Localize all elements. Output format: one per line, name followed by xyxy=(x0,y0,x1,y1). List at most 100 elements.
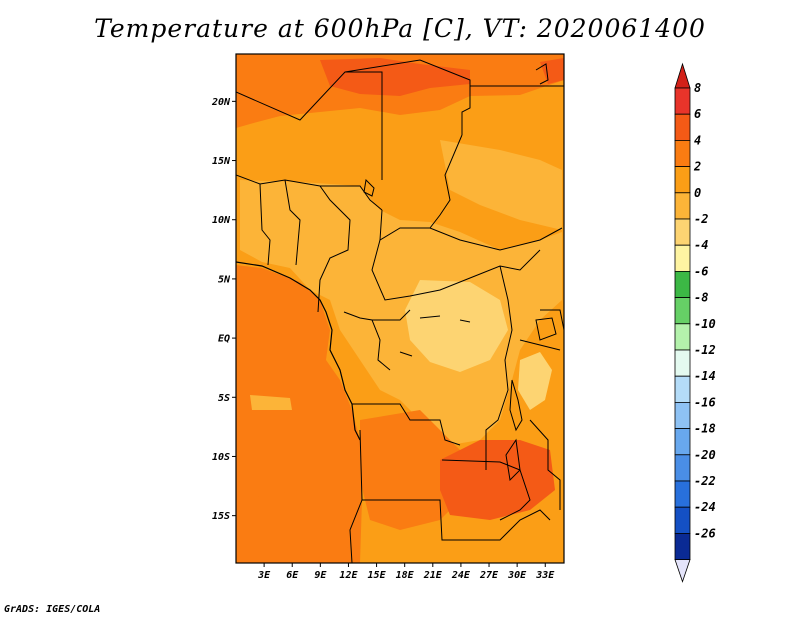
border-uganda xyxy=(540,309,564,331)
lake-victoria xyxy=(535,317,557,341)
border-zimbabwe xyxy=(470,509,551,541)
field-lake-pale xyxy=(518,352,552,410)
map-title: Temperature at 600hPa [C], VT: 202006140… xyxy=(94,14,706,43)
lon-tick-label: 21E xyxy=(423,570,443,581)
colorbar-label: -14 xyxy=(694,369,716,383)
border-zambia xyxy=(441,459,531,521)
border-chad-sudan xyxy=(429,134,463,229)
colorbar-label: -18 xyxy=(694,422,716,436)
coastline-west xyxy=(236,261,361,441)
colorbar-label: 6 xyxy=(694,107,701,121)
lat-tick-label: EQ xyxy=(218,334,230,345)
border-west-2 xyxy=(284,179,301,266)
colorbar-swatch xyxy=(674,428,691,456)
colorbar-swatch xyxy=(674,375,691,403)
colorbar-under-arrow xyxy=(674,559,691,583)
contour-field xyxy=(236,54,564,563)
lon-tick-label: 9E xyxy=(314,570,327,581)
longitude-axis: 3E 6E 9E 12E 15E 18E 21E 24E 27E 30E 33E xyxy=(257,563,555,581)
lat-tick-label: 20N xyxy=(211,97,231,108)
lat-tick-label: 10N xyxy=(212,215,231,226)
colorbar-over-arrow xyxy=(674,62,691,89)
lon-tick-label: 33E xyxy=(535,570,555,581)
lat-tick-label: 15N xyxy=(212,156,231,167)
colorbar-swatch xyxy=(674,113,691,141)
colorbar: 8 6 4 2 0 -2 -4 -6 -8 -10 -12 -14 -16 -18 -20 -22 -24 -26 xyxy=(674,62,716,583)
colorbar-swatch xyxy=(674,454,691,482)
lon-tick-label: 18E xyxy=(396,570,415,581)
field-north-east-light xyxy=(440,140,562,230)
boundaries xyxy=(236,59,564,563)
colorbar-swatch xyxy=(674,166,691,194)
colorbar-label: -16 xyxy=(694,395,716,409)
colorbar-label: 2 xyxy=(693,160,701,174)
border-congo-drc xyxy=(372,309,411,321)
colorbar-swatch xyxy=(674,533,691,561)
colorbar-swatch xyxy=(674,349,691,377)
border-drc-east xyxy=(485,265,513,470)
colorbar-swatch xyxy=(674,139,691,167)
colorbar-label: 0 xyxy=(694,186,701,200)
colorbar-swatch xyxy=(674,244,691,272)
field-patch-sw xyxy=(250,395,292,410)
lat-tick-label: 5S xyxy=(218,393,230,404)
border-malawi-moz xyxy=(529,419,561,510)
lon-tick-label: 12E xyxy=(339,570,358,581)
colorbar-swatch xyxy=(674,87,691,115)
border-kenya-tz xyxy=(519,339,561,351)
colorbar-label: -2 xyxy=(694,212,708,226)
colorbar-swatch xyxy=(674,480,691,508)
map-frame xyxy=(235,53,565,564)
coast-red-sea xyxy=(535,63,549,85)
lon-tick-label: 30E xyxy=(507,570,527,581)
colorbar-label: -10 xyxy=(694,317,716,331)
border-car-south xyxy=(371,239,541,301)
border-libya xyxy=(344,59,471,135)
colorbar-label: -8 xyxy=(694,291,708,305)
border-angola-drc xyxy=(352,403,461,446)
colorbar-swatch xyxy=(674,506,691,534)
footer-credit: GrADS: IGES/COLA xyxy=(4,604,101,615)
colorbar-swatch xyxy=(674,218,691,246)
lake-malawi xyxy=(505,438,521,482)
lon-tick-label: 27E xyxy=(479,570,499,581)
lake-chad xyxy=(363,178,375,197)
lon-tick-label: 24E xyxy=(451,570,471,581)
field-north-hot xyxy=(320,58,470,96)
border-angola-namibia-w xyxy=(349,429,363,563)
field-southwest-warm xyxy=(236,490,350,563)
colorbar-swatch xyxy=(674,297,691,325)
lat-tick-label: 10S xyxy=(212,452,230,463)
colorbar-swatch xyxy=(674,401,691,429)
colorbar-label: -4 xyxy=(694,238,708,252)
lon-tick-label: 15E xyxy=(368,570,387,581)
border-nigeria-cameroon xyxy=(317,185,351,313)
field-west-coast xyxy=(236,265,362,563)
colorbar-label: -24 xyxy=(694,500,716,514)
border-west-1 xyxy=(259,183,271,266)
lake-tanganyika xyxy=(509,379,523,432)
border-angola-south xyxy=(362,499,470,541)
border-gabon-congo xyxy=(343,311,391,371)
colorbar-label: -26 xyxy=(694,526,716,540)
lon-tick-label: 3E xyxy=(257,570,271,581)
colorbar-swatch xyxy=(674,192,691,220)
river-marks xyxy=(399,315,471,357)
lat-tick-label: 5N xyxy=(218,274,231,285)
colorbar-label: -22 xyxy=(694,474,716,488)
lon-tick-label: 6E xyxy=(286,570,299,581)
border-car-north xyxy=(379,209,563,251)
field-central xyxy=(240,180,562,445)
colorbar-label: -12 xyxy=(694,343,716,357)
colorbar-label: -6 xyxy=(694,264,708,278)
colorbar-swatch xyxy=(674,270,691,298)
field-congo-pale xyxy=(405,280,508,372)
colorbar-label: 8 xyxy=(694,81,701,95)
colorbar-label: -20 xyxy=(694,448,716,462)
colorbar-swatch xyxy=(674,323,691,351)
lat-tick-label: 15S xyxy=(212,511,230,522)
field-zambia-hot xyxy=(440,440,555,520)
latitude-axis: 20N 15N 10N 5N EQ 5S 10S 15S xyxy=(211,97,236,522)
colorbar-label: 4 xyxy=(694,133,701,147)
